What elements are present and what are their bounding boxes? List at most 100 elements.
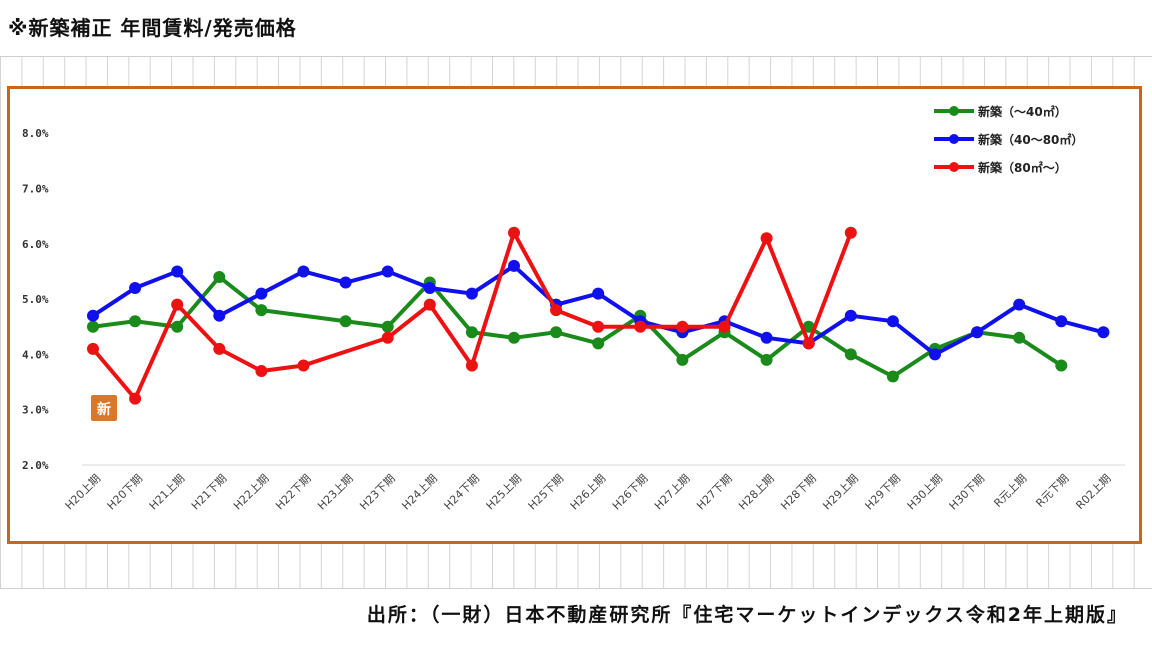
y-tick-label: 6.0% — [22, 238, 49, 251]
x-tick-label: H30上期 — [905, 472, 946, 513]
data-point — [718, 320, 731, 333]
footer — [0, 588, 1152, 648]
data-point — [339, 315, 352, 328]
data-point — [1097, 326, 1110, 339]
data-point — [255, 364, 268, 377]
series-line-3 — [91, 230, 853, 401]
data-point — [171, 265, 184, 278]
legend-label: 新築（40～80㎡） — [978, 132, 1083, 147]
data-point — [1013, 298, 1026, 311]
data-point — [87, 320, 99, 333]
x-tick-label: H25下期 — [526, 472, 567, 513]
data-point — [129, 282, 142, 295]
series-line-1 — [92, 274, 1063, 379]
new-badge — [91, 395, 117, 421]
data-point — [550, 326, 563, 339]
data-point — [886, 315, 899, 328]
x-tick-label: H20上期 — [63, 472, 104, 513]
legend-label: 新築（～40㎡） — [978, 104, 1067, 119]
data-point — [592, 287, 605, 300]
data-point — [592, 337, 605, 350]
data-point — [1055, 315, 1068, 328]
data-point — [171, 320, 184, 333]
x-tick-label: H27上期 — [652, 472, 693, 513]
data-point — [676, 353, 689, 366]
x-tick-label: H21下期 — [189, 472, 230, 513]
x-tick-label: R元下期 — [1033, 472, 1071, 510]
data-point — [129, 392, 142, 405]
data-point — [802, 337, 815, 350]
chart-frame: 2.0% 3.0% 4.0% 5.0% 6.0% 7.0% 8.0% H20上期 H20下期 H2… — [7, 86, 1142, 544]
data-point — [87, 309, 99, 322]
legend-swatch-marker — [949, 134, 959, 144]
data-point — [213, 342, 226, 355]
data-point — [508, 331, 520, 344]
data-point — [129, 315, 142, 328]
source-note: 出所：（一財）日本不動産研究所『住宅マーケットインデックス令和2年上期版』 — [366, 604, 1128, 626]
x-tick-label: H24上期 — [399, 472, 440, 513]
line-chart: 2.0%3.0%4.0%5.0%6.0%7.0%8.0%H20上期 H20下期 H2… — [22, 104, 1125, 513]
data-point — [929, 348, 941, 361]
data-point — [213, 309, 226, 322]
data-point — [1055, 359, 1068, 372]
data-point — [844, 348, 857, 361]
data-point — [297, 265, 310, 278]
data-point — [802, 320, 815, 333]
y-tick-label: 5.0% — [22, 293, 49, 306]
data-point — [760, 353, 773, 366]
data-point — [508, 259, 520, 272]
data-point — [844, 226, 857, 239]
data-point — [423, 282, 436, 295]
x-tick-label: R02上期 — [1073, 472, 1113, 512]
x-tick-label: H29上期 — [820, 472, 861, 513]
y-tick-label: 7.0% — [22, 183, 49, 196]
data-point — [297, 359, 310, 372]
x-tick-label: H21上期 — [147, 472, 188, 513]
data-point — [676, 320, 689, 333]
data-point — [213, 270, 226, 283]
y-tick-label: 4.0% — [22, 348, 49, 361]
x-tick-label: H25上期 — [484, 472, 525, 513]
data-point — [634, 320, 647, 333]
data-point — [339, 276, 352, 289]
x-tick-label: H24下期 — [442, 472, 483, 513]
data-point — [971, 326, 984, 339]
y-tick-label: 2.0% — [22, 459, 49, 472]
data-point — [381, 265, 394, 278]
x-tick-label: H28下期 — [778, 472, 819, 513]
data-point — [381, 320, 394, 333]
data-point — [465, 359, 478, 372]
data-point — [844, 309, 857, 322]
x-tick-label: H28上期 — [736, 472, 777, 513]
data-point — [87, 342, 99, 355]
legend-swatch-marker — [949, 106, 959, 116]
y-tick-label: 8.0% — [22, 127, 49, 140]
data-point — [760, 232, 773, 245]
data-point — [508, 226, 520, 239]
y-tick-label: 3.0% — [22, 404, 49, 417]
data-point — [255, 287, 268, 300]
data-point — [255, 304, 268, 317]
x-tick-label: H30下期 — [947, 472, 988, 513]
x-tick-label: H22上期 — [231, 472, 272, 513]
data-point — [886, 370, 899, 383]
data-point — [592, 320, 605, 333]
legend-label: 新築（80㎡～） — [978, 160, 1067, 175]
x-tick-label: H23上期 — [315, 472, 356, 513]
data-point — [465, 326, 478, 339]
data-point — [760, 331, 773, 344]
page-title: ※新築補正 年間賃料/発売価格 — [8, 16, 297, 40]
x-tick-label: H26上期 — [568, 472, 609, 513]
x-tick-label: H29下期 — [863, 472, 904, 513]
new-badge-text: 新 — [97, 401, 111, 418]
x-tick-label: H20下期 — [105, 472, 146, 513]
x-tick-label: R元上期 — [991, 472, 1029, 510]
data-point — [1013, 331, 1026, 344]
data-point — [465, 287, 478, 300]
x-tick-label: H26下期 — [610, 472, 651, 513]
x-tick-label: H22下期 — [273, 472, 314, 513]
x-tick-label: H23下期 — [357, 472, 398, 513]
data-point — [550, 304, 563, 317]
data-point — [423, 298, 436, 311]
data-point — [171, 298, 184, 311]
